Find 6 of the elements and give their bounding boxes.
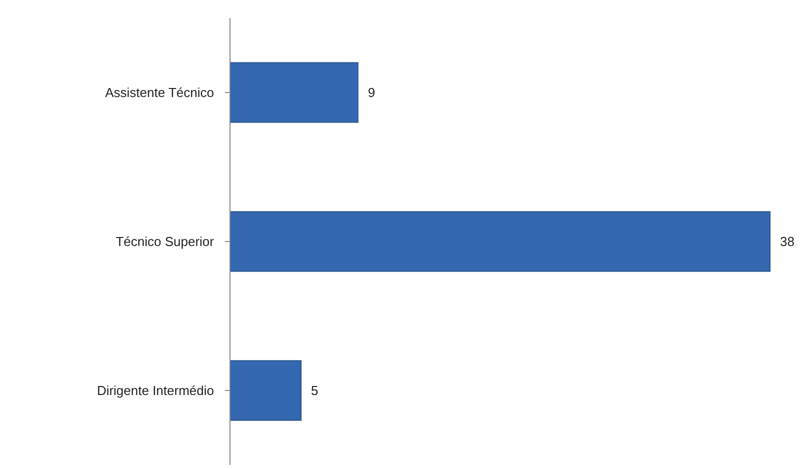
- y-tick-label: Técnico Superior: [116, 234, 215, 250]
- data-label: 38: [780, 234, 794, 250]
- data-label: 5: [311, 383, 318, 398]
- data-label: 9: [368, 85, 376, 100]
- y-tick-label: Dirigente Intermédio: [96, 383, 214, 398]
- y-tick-label: Assistente Técnico: [105, 85, 214, 100]
